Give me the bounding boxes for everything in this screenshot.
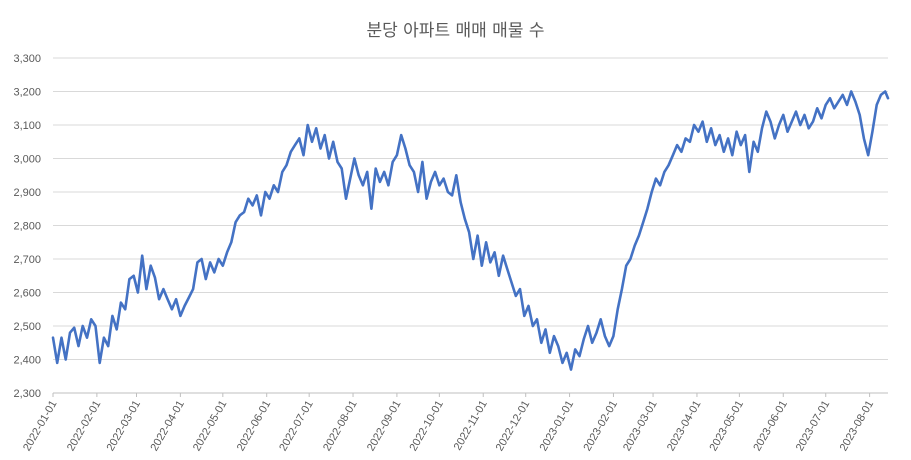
y-tick-label: 2,900: [13, 187, 41, 199]
x-tick-label: 2023-04-01: [665, 399, 704, 454]
y-tick-label: 2,500: [13, 321, 41, 333]
y-tick-label: 3,100: [13, 120, 41, 132]
series-line: [51, 90, 890, 371]
x-tick-label: 2022-06-01: [235, 399, 274, 454]
y-tick-label: 3,000: [13, 154, 41, 166]
chart-title: 분당 아파트 매매 매물 수: [366, 21, 545, 41]
x-tick-label: 2023-01-01: [538, 399, 577, 454]
x-tick-label: 2023-07-01: [794, 399, 833, 454]
y-tick-label: 3,200: [13, 87, 41, 99]
y-tick-label: 2,700: [13, 254, 41, 266]
x-tick-label: 2023-06-01: [751, 399, 790, 454]
y-tick-label: 2,600: [13, 288, 41, 300]
x-tick-label: 2022-12-01: [494, 399, 533, 454]
x-tick-label: 2023-05-01: [707, 399, 746, 454]
x-tick-label: 2022-04-01: [148, 399, 187, 454]
x-tick-label: 2022-08-01: [321, 399, 360, 454]
x-tick-label: 2022-11-01: [452, 399, 490, 453]
x-tick-label: 2023-02-01: [582, 399, 621, 454]
x-tick-label: 2022-10-01: [407, 399, 446, 454]
y-tick-label: 3,300: [13, 53, 41, 65]
y-tick-label: 2,300: [13, 388, 41, 400]
x-tick-label: 2022-03-01: [105, 399, 144, 454]
x-tick-label: 2023-08-01: [838, 399, 877, 454]
y-tick-label: 2,400: [13, 355, 41, 367]
x-tick-label: 2023-03-01: [621, 399, 660, 454]
y-tick-label: 2,800: [13, 221, 41, 233]
x-tick-label: 2022-07-01: [277, 399, 316, 454]
x-tick-label: 2022-01-01: [21, 399, 60, 454]
x-tick-label: 2022-05-01: [191, 399, 230, 454]
x-tick-label: 2022-02-01: [65, 399, 104, 454]
x-tick-label: 2022-09-01: [365, 399, 404, 454]
